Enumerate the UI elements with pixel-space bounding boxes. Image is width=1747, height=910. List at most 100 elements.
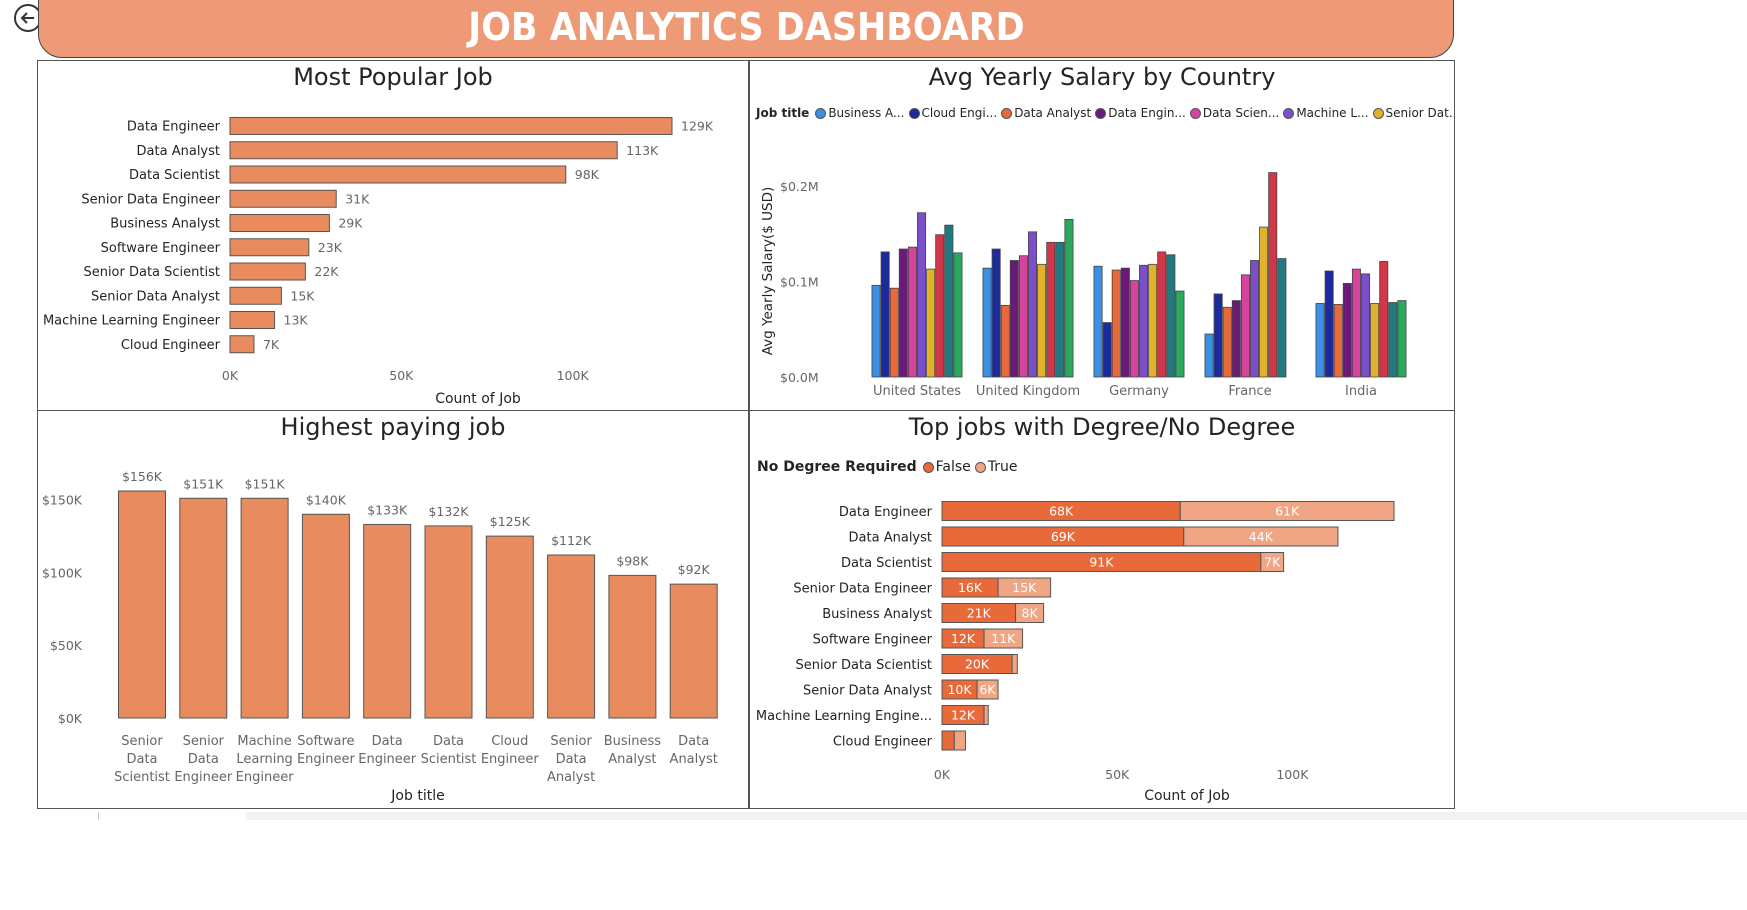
legend-item[interactable]: Data Scien... (1189, 106, 1279, 120)
legend-item[interactable]: False (922, 459, 971, 475)
bar (229, 238, 310, 257)
legend-item[interactable]: Business A... (815, 106, 905, 120)
bar (1028, 231, 1038, 378)
salary-by-country-panel[interactable]: Avg Yearly Salary by Country Job title B… (749, 60, 1455, 411)
bar (941, 730, 955, 751)
degree-panel[interactable]: Top jobs with Degree/No Degree No Degree… (749, 410, 1455, 809)
legend-marker (974, 461, 986, 473)
degree-chart: Data Engineer 68K 61K Data Analyst 69K 44K Dat… (756, 501, 1395, 804)
bar (1324, 270, 1334, 378)
category-label: Data Engineer (839, 505, 933, 520)
bar (1055, 241, 1065, 378)
y-axis-title: Avg Yearly Salary($ USD) (760, 187, 776, 356)
category-label: Machine Learning Engineer (43, 314, 221, 329)
bar (1064, 219, 1074, 378)
category-label: Business Analyst (110, 217, 220, 232)
legend-item[interactable]: True (974, 459, 1018, 475)
bar (1379, 261, 1389, 378)
bar (1240, 274, 1250, 378)
x-tick-label: Analyst (547, 770, 595, 785)
bar (1037, 263, 1047, 378)
x-tick-label: Engineer (297, 752, 356, 767)
x-tick-label: Engineer (358, 752, 417, 767)
bar (1011, 654, 1018, 674)
bar (976, 679, 999, 700)
data-label: $140K (306, 492, 347, 507)
x-tick-label: Scientist (421, 752, 477, 767)
bar (1250, 260, 1260, 378)
back-button[interactable] (14, 4, 42, 32)
bar (1231, 300, 1241, 378)
data-label: 15K (290, 288, 315, 303)
bar (1120, 267, 1130, 378)
bar (1148, 263, 1158, 378)
x-tick-label: Germany (1109, 384, 1169, 399)
x-tick-label: United Kingdom (976, 384, 1080, 399)
bar (1093, 265, 1103, 378)
highest-paying-job-title: Highest paying job (280, 413, 506, 441)
x-tick-label: Software (297, 734, 354, 749)
bar (1361, 273, 1371, 378)
y-tick-label: $0.0M (780, 370, 819, 385)
x-tick-label: Senior (550, 734, 592, 749)
highest-paying-job-panel[interactable]: Highest paying job $0K $50K $100K $150K $156… (37, 410, 749, 809)
bar (1018, 255, 1028, 378)
bar (240, 497, 289, 719)
most-popular-job-panel[interactable]: Most Popular Job Data Engineer 129K Data A… (37, 60, 749, 411)
x-tick-label: France (1228, 384, 1271, 399)
dashboard-title: JOB ANALYTICS DASHBOARD (467, 5, 1025, 49)
category-label: Machine Learning Engine... (756, 709, 932, 724)
most-popular-job-title: Most Popular Job (293, 63, 493, 91)
legend-item[interactable]: Data Engin... (1095, 106, 1186, 120)
legend-marker (1189, 107, 1201, 119)
bar (1315, 303, 1325, 378)
bar (1166, 254, 1176, 378)
data-label: $151K (183, 476, 224, 491)
data-label: 23K (318, 240, 343, 255)
bar (1175, 290, 1185, 378)
legend-item[interactable]: Machine L... (1283, 106, 1369, 120)
category-label: Data Scientist (841, 556, 932, 571)
bar (982, 267, 992, 378)
x-tick-label: Engineer (481, 752, 540, 767)
salary-legend-title: Job title (756, 106, 810, 120)
bar (229, 286, 282, 305)
legend-label: Business A... (828, 106, 905, 120)
bar (953, 252, 963, 378)
bar (1046, 241, 1056, 378)
data-label: $132K (428, 504, 469, 519)
bar (229, 165, 567, 184)
bar (1333, 304, 1343, 378)
category-label: Software Engineer (101, 241, 221, 256)
legend-marker (908, 107, 920, 119)
bar (1388, 302, 1398, 378)
back-arrow-icon (20, 12, 34, 24)
bar (229, 117, 673, 135)
bar (1342, 283, 1352, 378)
data-label: 20K (965, 657, 990, 672)
x-axis-title: Job title (390, 788, 444, 804)
x-tick-label: Business (604, 734, 662, 749)
legend-item[interactable]: Cloud Engi... (908, 106, 997, 120)
legend-label: True (987, 459, 1018, 475)
data-label: 21K (967, 606, 992, 621)
data-label: 61K (1275, 504, 1300, 519)
bar (1157, 251, 1167, 378)
category-label: Senior Data Analyst (803, 684, 932, 699)
legend-marker (922, 461, 934, 473)
degree-legend-title: No Degree Required (757, 459, 917, 475)
bar (926, 268, 936, 378)
bar (1370, 303, 1380, 378)
legend-item[interactable]: Senior Dat... (1372, 106, 1454, 120)
x-axis-title: Count of Job (1144, 788, 1230, 804)
x-tick-label: 50K (1105, 767, 1130, 782)
bar (363, 523, 412, 719)
category-label: Senior Data Scientist (795, 658, 932, 673)
legend-label: Machine L... (1296, 106, 1369, 120)
bar (547, 554, 596, 719)
legend-item[interactable]: Data Analyst (1001, 106, 1091, 120)
legend-label: False (935, 459, 971, 475)
x-tick-label: Data (556, 752, 587, 767)
x-tick-label: 50K (389, 368, 414, 383)
data-label: 98K (575, 167, 600, 182)
